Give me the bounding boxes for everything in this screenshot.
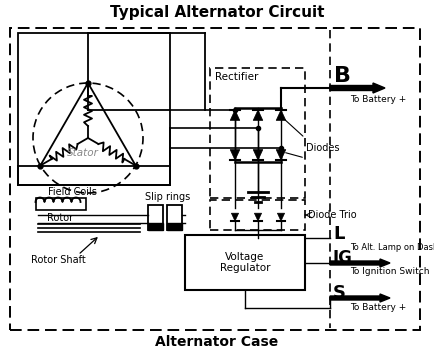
Text: Typical Alternator Circuit: Typical Alternator Circuit <box>110 6 324 20</box>
Text: Rotor: Rotor <box>47 213 73 223</box>
Text: Diodes: Diodes <box>306 143 339 153</box>
Text: IG: IG <box>333 249 353 267</box>
Polygon shape <box>231 213 239 221</box>
Polygon shape <box>254 213 262 221</box>
Polygon shape <box>253 110 263 120</box>
Text: B: B <box>334 66 351 86</box>
Text: Slip rings: Slip rings <box>145 192 191 202</box>
Text: Rotor Shaft: Rotor Shaft <box>31 255 85 265</box>
Text: Rectifier: Rectifier <box>215 72 258 82</box>
Bar <box>185 235 305 290</box>
Bar <box>18 33 170 185</box>
Text: To Ignition Switch: To Ignition Switch <box>350 267 430 277</box>
Polygon shape <box>253 150 263 160</box>
FancyArrow shape <box>330 259 390 267</box>
Text: Alternator Case: Alternator Case <box>155 335 279 349</box>
Polygon shape <box>277 213 285 221</box>
Bar <box>167 205 182 230</box>
Polygon shape <box>167 223 182 230</box>
Polygon shape <box>276 110 286 120</box>
Text: L: L <box>333 225 344 243</box>
Text: S: S <box>333 284 346 302</box>
FancyArrow shape <box>330 294 390 302</box>
Polygon shape <box>148 223 163 230</box>
Polygon shape <box>230 110 240 120</box>
Text: Field Coils: Field Coils <box>48 187 96 197</box>
FancyArrow shape <box>330 83 385 93</box>
Text: To Battery +: To Battery + <box>350 303 406 311</box>
Bar <box>36 198 86 210</box>
Text: Diode Trio: Diode Trio <box>308 210 357 220</box>
Polygon shape <box>276 150 286 160</box>
Bar <box>210 68 305 198</box>
Bar <box>10 28 420 330</box>
Text: To Battery +: To Battery + <box>350 95 406 105</box>
Bar <box>148 205 163 230</box>
Bar <box>210 200 305 230</box>
Polygon shape <box>230 150 240 160</box>
Text: Voltage
Regulator: Voltage Regulator <box>220 252 270 273</box>
Text: To Alt. Lamp on Dash: To Alt. Lamp on Dash <box>350 243 434 252</box>
Text: Stator: Stator <box>67 148 99 158</box>
